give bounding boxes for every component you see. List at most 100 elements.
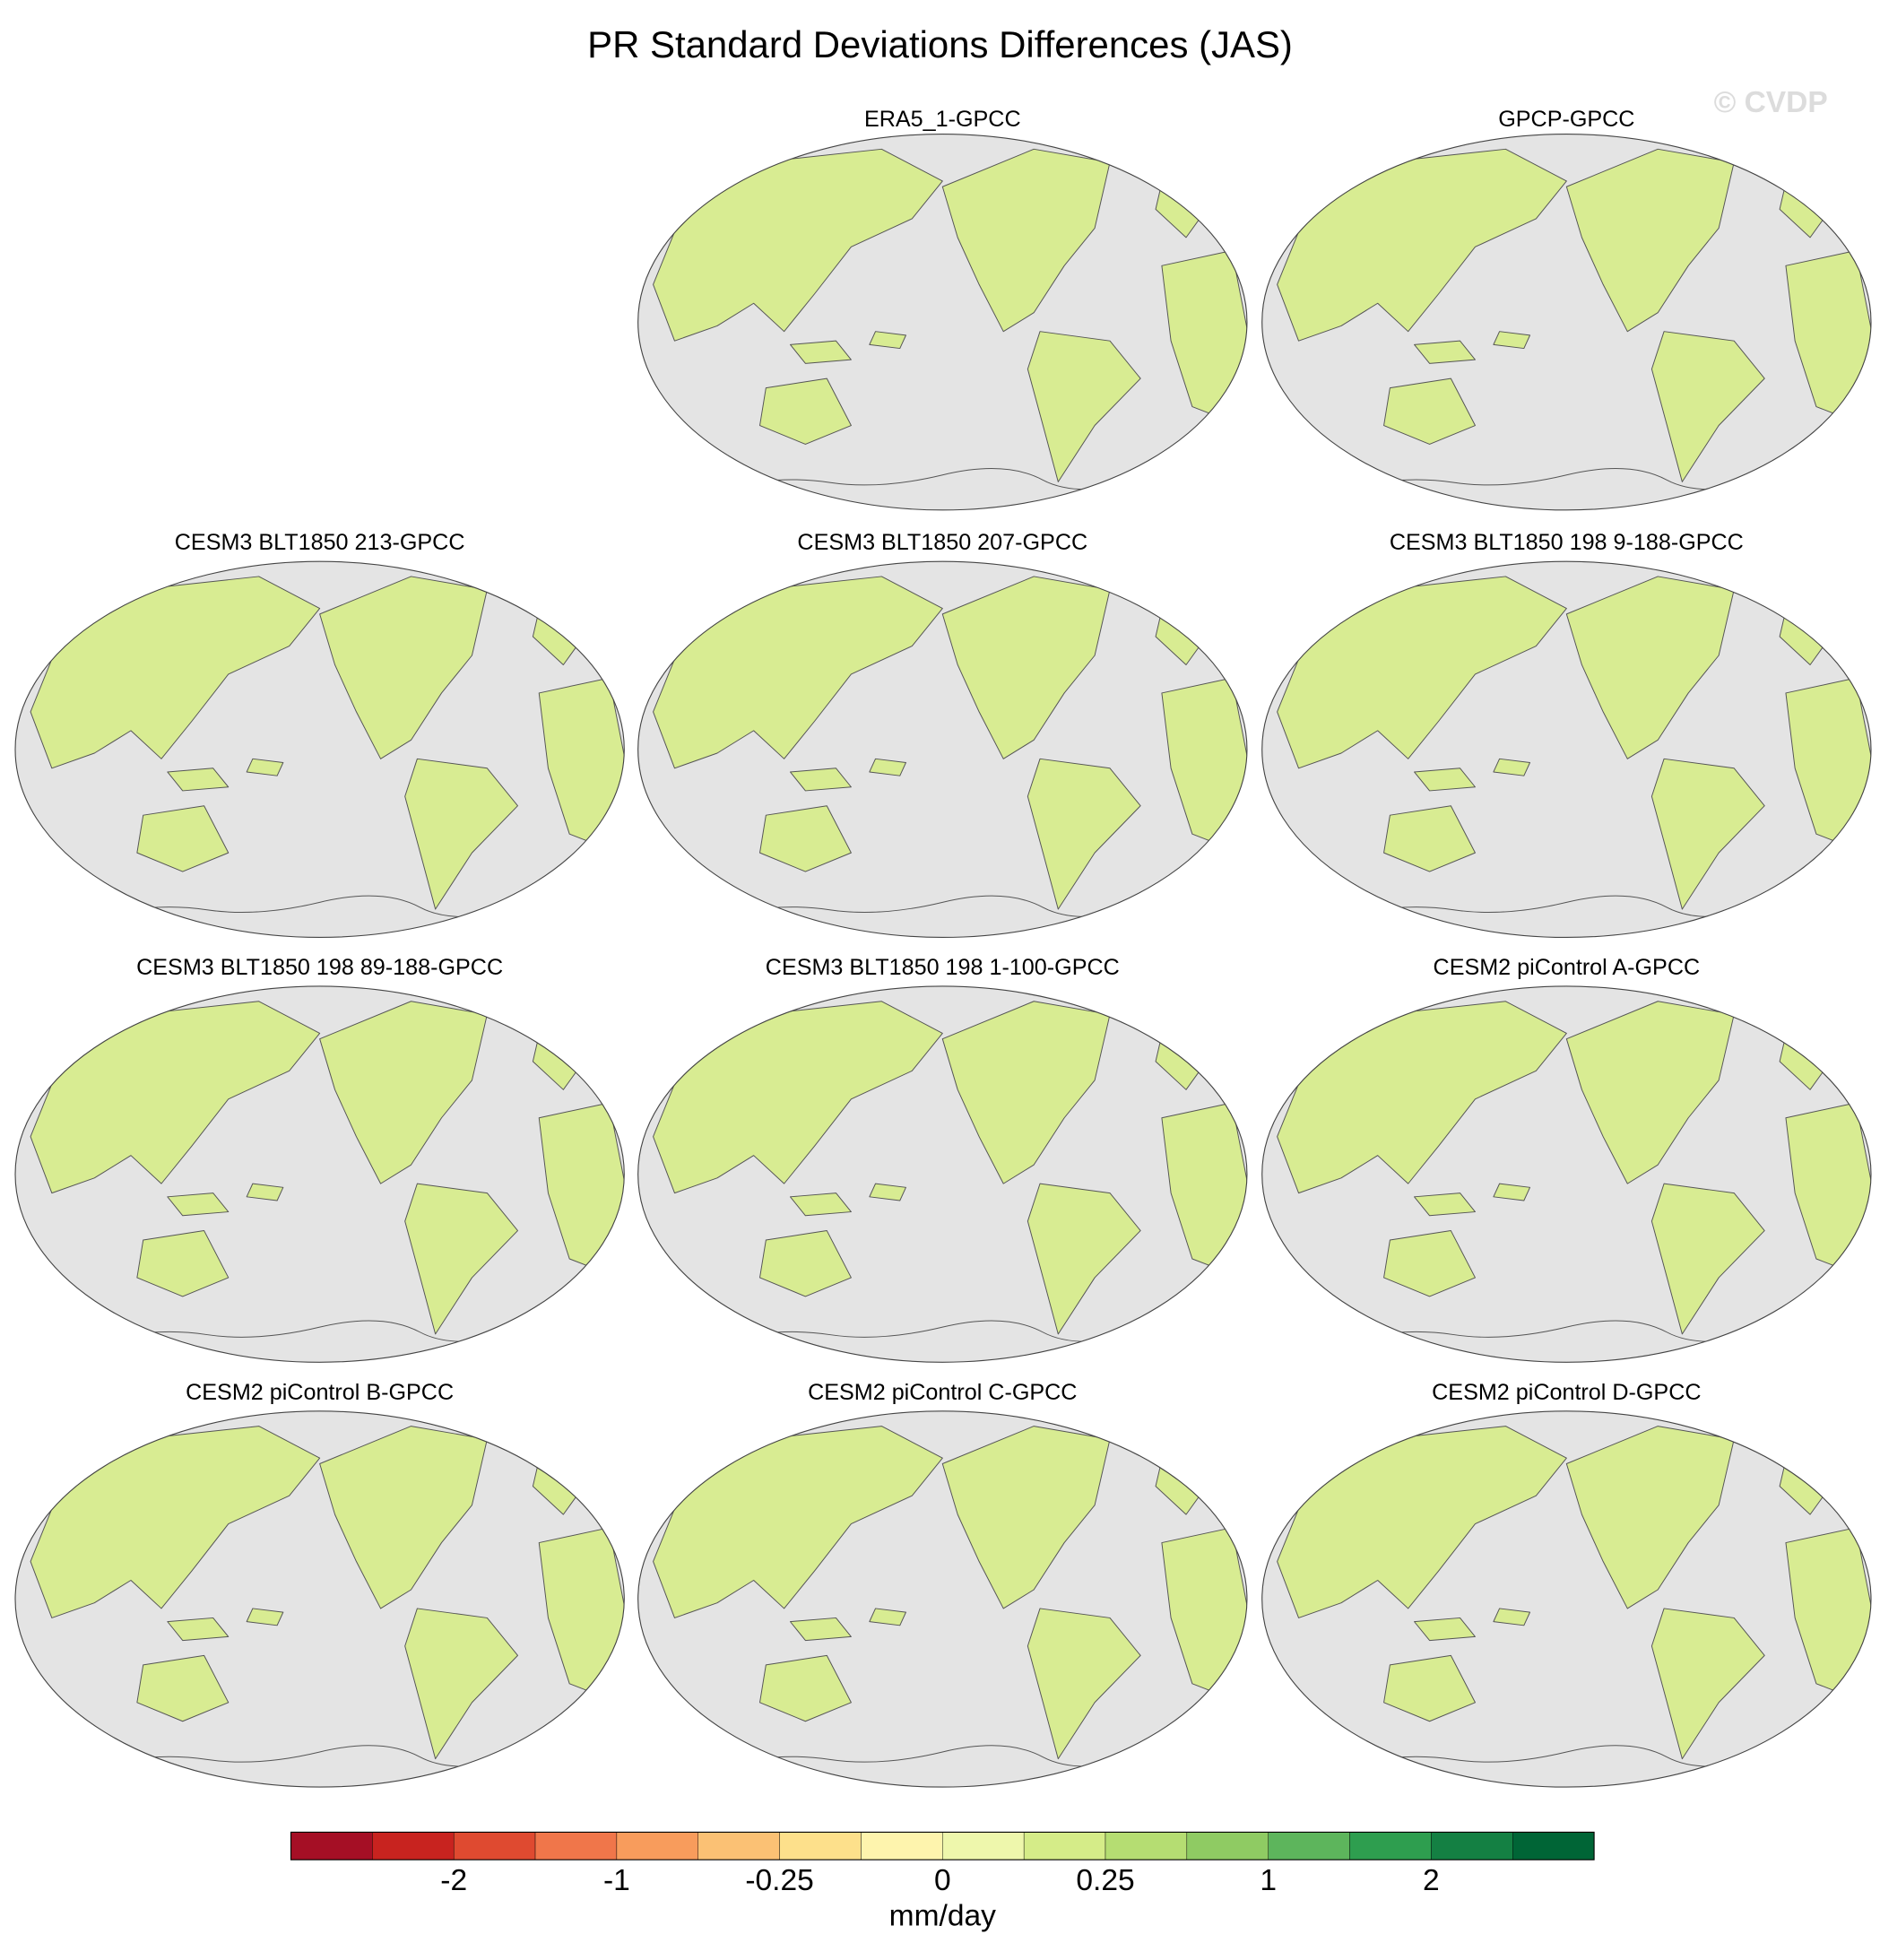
land [869, 1183, 906, 1201]
antarctica [729, 895, 1157, 917]
land [1493, 331, 1531, 350]
map-border [14, 985, 625, 1363]
colorbar-box [534, 1832, 618, 1860]
land [319, 1426, 488, 1609]
land [759, 805, 852, 872]
colorbar-frame [290, 1831, 1595, 1860]
map-border [14, 1410, 625, 1788]
map-border [14, 560, 625, 939]
map-panel [1261, 134, 1871, 510]
land [1414, 1192, 1476, 1217]
panel-title: CESM2 piControl C-GPCC [808, 1380, 1077, 1405]
map-panel [14, 985, 625, 1363]
antarctica [106, 895, 533, 917]
antarctica [729, 1320, 1157, 1342]
colorbar-box [861, 1832, 943, 1860]
colorbar-box [453, 1832, 536, 1860]
land [869, 331, 906, 350]
antarctica [1353, 1745, 1780, 1767]
map-border [637, 560, 1248, 939]
antarctica [1353, 468, 1780, 490]
colorbar-box [1431, 1832, 1513, 1860]
land [1565, 576, 1735, 759]
land [1383, 377, 1476, 445]
colorbar-box [290, 1832, 373, 1860]
land [941, 148, 1111, 333]
antarctica [729, 1745, 1157, 1767]
colorbar-box [1105, 1832, 1188, 1860]
colorbar-box [697, 1832, 780, 1860]
figure-title: PR Standard Deviations Differences (JAS) [587, 23, 1293, 65]
land [1027, 331, 1141, 482]
map-panel [1261, 561, 1871, 938]
panel-title: CESM3 BLT1850 207-GPCC [797, 530, 1087, 555]
land [941, 1001, 1111, 1184]
land [404, 758, 518, 910]
land [1027, 758, 1141, 910]
land [1565, 148, 1735, 333]
land [1650, 758, 1765, 910]
land [167, 1617, 230, 1642]
panel-title: ERA5_1-GPCC [864, 107, 1021, 132]
land [941, 1426, 1111, 1609]
land [136, 1654, 230, 1722]
land [246, 1183, 284, 1201]
map-border [1261, 133, 1872, 511]
land [319, 1001, 488, 1184]
land [789, 340, 852, 364]
land [1493, 758, 1531, 776]
land [136, 805, 230, 872]
antarctica [106, 1745, 533, 1767]
panel-title: CESM2 piControl D-GPCC [1432, 1380, 1701, 1405]
land [1414, 768, 1476, 792]
land [246, 1608, 284, 1626]
land [759, 377, 852, 445]
land [1027, 1183, 1141, 1335]
colorbar-label: 0 [934, 1864, 951, 1897]
map-border [1261, 560, 1872, 939]
map-panel [14, 1410, 625, 1788]
colorbar-box [616, 1832, 698, 1860]
map-border [637, 133, 1248, 511]
colorbar-box [779, 1832, 862, 1860]
panel-title: CESM3 BLT1850 198 89-188-GPCC [136, 955, 503, 980]
panel-title: CESM3 BLT1850 213-GPCC [175, 530, 465, 555]
panel-title: GPCP-GPCC [1498, 107, 1634, 132]
map-border [1261, 985, 1872, 1363]
land [167, 768, 230, 792]
colorbar-units: mm/day [889, 1899, 996, 1932]
colorbar-box [372, 1832, 455, 1860]
land [404, 1183, 518, 1335]
map-panel [14, 561, 625, 938]
land [789, 768, 852, 792]
watermark: © CVDP [1714, 86, 1828, 119]
colorbar-box [1268, 1832, 1350, 1860]
colorbar-label: -0.25 [745, 1864, 813, 1897]
land [1565, 1426, 1735, 1609]
colorbar-label: 1 [1260, 1864, 1277, 1897]
antarctica [106, 1320, 533, 1342]
land [136, 1230, 230, 1297]
land [789, 1192, 852, 1217]
map-panel [1261, 1410, 1871, 1788]
colorbar-box [1349, 1832, 1432, 1860]
land [869, 758, 906, 776]
land [1565, 1001, 1735, 1184]
land [1383, 1230, 1476, 1297]
map-border [1261, 1410, 1872, 1788]
land [759, 1230, 852, 1297]
colorbar-label: 2 [1423, 1864, 1440, 1897]
land [1650, 1608, 1765, 1760]
land [869, 1608, 906, 1626]
panel-title: CESM2 piControl B-GPCC [186, 1380, 454, 1405]
map-border [637, 1410, 1248, 1788]
land [246, 758, 284, 776]
map-panel [637, 134, 1247, 510]
land [1027, 1608, 1141, 1760]
land [319, 576, 488, 759]
panel-title: CESM2 piControl A-GPCC [1434, 955, 1701, 980]
colorbar-box [1512, 1832, 1595, 1860]
land [941, 576, 1111, 759]
colorbar-box [1023, 1832, 1106, 1860]
